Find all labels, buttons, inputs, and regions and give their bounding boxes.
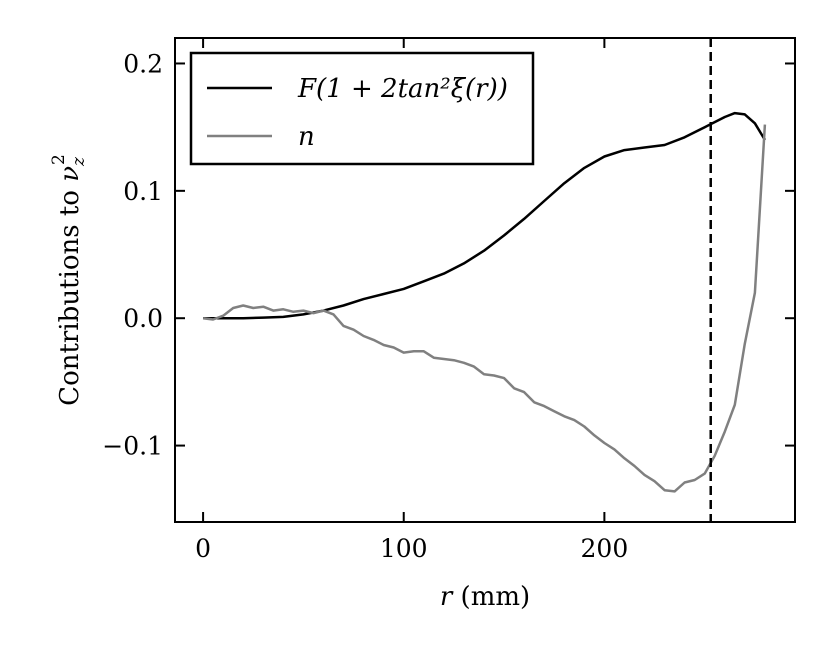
y-tick-label: 0.1 [123,177,163,206]
legend-label-n: n [298,122,315,152]
y-tick-label: 0.2 [123,49,163,78]
y-axis-label-var: ν [55,166,85,182]
plot-area [202,38,767,522]
x-tick-label: 200 [581,534,629,563]
y-axis-label: Contributions to νz2 [49,154,89,406]
ticks: 0 100 200 −0.1 0.0 0.1 0.2 [102,38,795,563]
y-axis-label-sup: 2 [49,154,69,165]
legend: F(1 + 2tan²ξ(r)) n [189,51,535,166]
x-tick-label: 100 [380,534,428,563]
x-tick-label: 0 [195,534,211,563]
plot-frame [174,37,796,523]
y-axis-label-text: Contributions to [55,182,85,406]
y-tick-label: −0.1 [102,432,163,461]
series-line-1 [202,124,767,493]
y-axis-label-sub: z [69,156,89,167]
y-tick-label: 0.0 [123,304,163,333]
x-axis-label-var: r [440,582,454,612]
x-axis-label-unit: (mm) [452,582,530,612]
x-axis-label: r (mm) [440,582,530,612]
series-line-0 [203,111,766,320]
legend-label-f: F(1 + 2tan²ξ(r)) [297,74,508,104]
legend-box [189,51,535,166]
